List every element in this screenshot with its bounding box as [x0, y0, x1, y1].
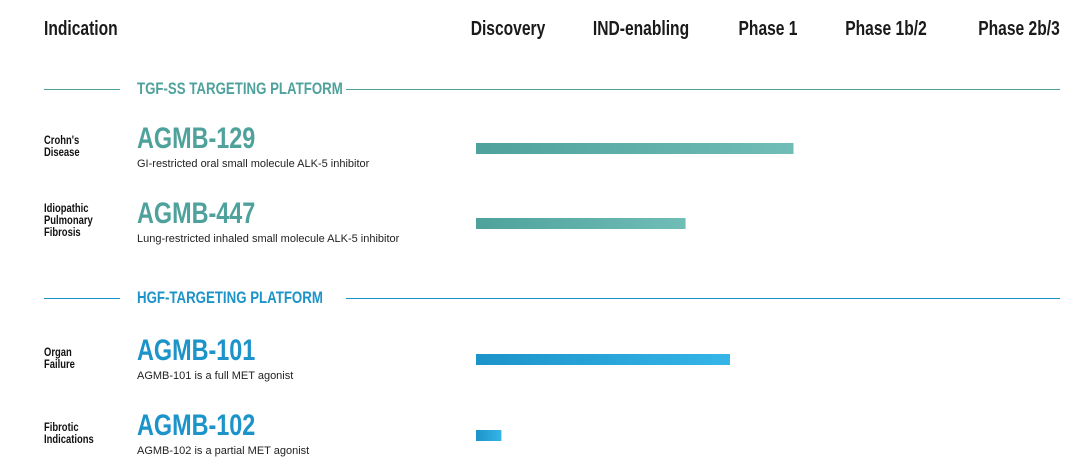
hgf-rule-left	[44, 298, 120, 299]
indication-organ-failure: Organ Failure	[44, 347, 75, 371]
bar-agmb-101	[476, 354, 730, 365]
program-name-agmb-129: AGMB-129	[137, 122, 256, 155]
bar-agmb-447	[476, 218, 686, 229]
program-desc-agmb-447: Lung-restricted inhaled small molecule A…	[137, 233, 400, 245]
program-desc-agmb-101: AGMB-101 is a full MET agonist	[137, 370, 294, 382]
indication-fibrotic: Fibrotic Indications	[44, 422, 94, 446]
phase-header-phase-1: Phase 1	[738, 18, 798, 40]
indication-header: Indication	[44, 18, 118, 40]
program-desc-agmb-129: GI-restricted oral small molecule ALK-5 …	[137, 158, 370, 170]
phase-header-ind-enabling: IND-enabling	[592, 18, 690, 40]
bar-agmb-129	[476, 143, 794, 154]
phase-header-discovery: Discovery	[470, 18, 546, 40]
hgf-platform-label: HGF-TARGETING PLATFORM	[137, 288, 323, 307]
bar-agmb-102	[476, 430, 502, 441]
indication-ipf: Idiopathic Pulmonary Fibrosis	[44, 203, 93, 239]
program-name-agmb-447: AGMB-447	[137, 197, 256, 230]
tgf-rule-right	[346, 89, 1060, 90]
program-name-agmb-101: AGMB-101	[137, 334, 256, 367]
program-name-agmb-102: AGMB-102	[137, 409, 256, 442]
program-desc-agmb-102: AGMB-102 is a partial MET agonist	[137, 445, 310, 457]
indication-crohns: Crohn's Disease	[44, 135, 80, 159]
tgf-platform-label: TGF-ß TARGETING PLATFORM	[137, 79, 343, 98]
phase-header-phase-2b3: Phase 2b/3	[978, 18, 1060, 40]
phase-header-phase-1b2: Phase 1b/2	[845, 18, 927, 40]
hgf-rule-right	[346, 298, 1060, 299]
tgf-rule-left	[44, 89, 120, 90]
